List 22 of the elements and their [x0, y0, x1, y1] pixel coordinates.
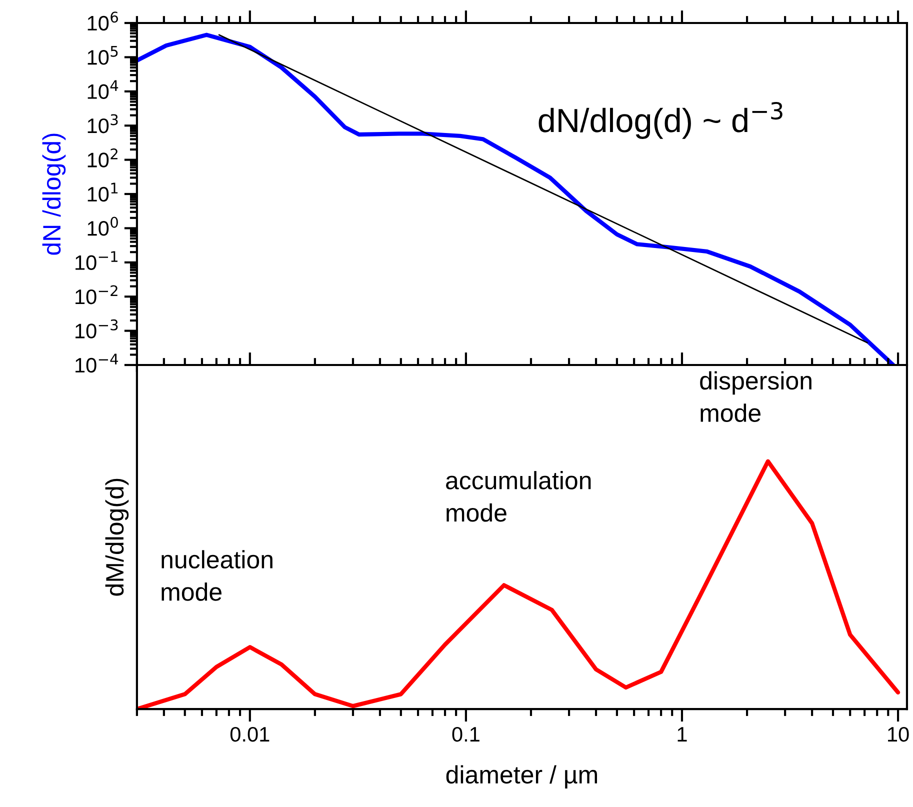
- annotation: nucleation mode: [162, 550, 272, 601]
- x-axis-title: diameter / µm: [446, 765, 597, 789]
- y-tick-label: 10$^{6}$: [88, 12, 118, 31]
- y-tick-label: 10$^{−4}$: [76, 354, 118, 373]
- y-axis-title: dM/dlog(d): [105, 478, 129, 596]
- x-tick-label: 10: [888, 726, 909, 742]
- y-tick-label: 10$^{3}$: [88, 114, 118, 134]
- y-tick-label: 10$^{0}$: [88, 216, 118, 236]
- x-tick-label: 0.01: [230, 726, 270, 742]
- y-axis-title: dN /dlog(d): [42, 134, 66, 255]
- y-tick-label: 10$^{4}$: [88, 80, 118, 100]
- y-tick-label: 10$^{1}$: [88, 182, 118, 202]
- y-tick-label: 10$^{5}$: [88, 46, 118, 65]
- annotation: dN/dlog(d) ~ d$^{−3}$: [538, 102, 782, 139]
- y-tick-label: 10$^{−1}$: [76, 251, 118, 270]
- y-tick-label: 10$^{−3}$: [76, 319, 118, 338]
- y-tick-label: 10$^{2}$: [88, 148, 118, 168]
- text: dispersion mode: [700, 371, 812, 422]
- y-tick-label: 10$^{−2}$: [76, 285, 118, 304]
- annotation: accumulation mode: [446, 471, 591, 522]
- x-tick-label: 0.1: [452, 726, 480, 742]
- x-tick-label: 1: [678, 727, 687, 742]
